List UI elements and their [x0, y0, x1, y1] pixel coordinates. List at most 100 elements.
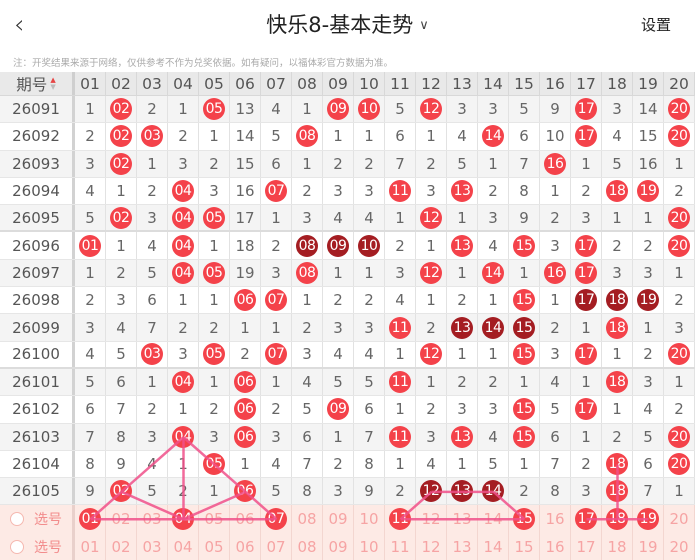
select-number[interactable]: 02	[111, 537, 131, 556]
select-number-cell[interactable]: 15	[509, 505, 540, 533]
select-row-label[interactable]: 选号	[0, 532, 75, 560]
select-number-cell[interactable]: 11	[385, 505, 416, 533]
settings-button[interactable]: 设置	[640, 16, 671, 34]
select-number-cell[interactable]: 15	[509, 532, 540, 560]
select-number-cell[interactable]: 02	[106, 532, 137, 560]
select-number[interactable]: 05	[204, 537, 224, 556]
radio-circle-icon[interactable]	[10, 512, 24, 527]
selected-number-ball[interactable]: 15	[513, 508, 535, 531]
select-number[interactable]: 14	[483, 537, 503, 556]
select-number-cell[interactable]: 01	[75, 532, 106, 560]
selected-number-ball[interactable]: 17	[575, 508, 597, 531]
selected-number-ball[interactable]: 19	[637, 508, 659, 531]
number-cell: 5	[106, 341, 137, 367]
select-number-cell[interactable]: 19	[633, 532, 664, 560]
select-number[interactable]: 03	[142, 510, 162, 529]
select-number-cell[interactable]: 17	[571, 532, 602, 560]
select-number[interactable]: 08	[297, 537, 317, 556]
select-number-cell[interactable]: 05	[199, 532, 230, 560]
select-number[interactable]: 18	[607, 537, 627, 556]
number-cell: 2	[633, 341, 664, 367]
select-number-cell[interactable]: 20	[664, 505, 695, 533]
selected-number-ball[interactable]: 11	[389, 508, 411, 531]
selected-number-ball[interactable]: 01	[79, 508, 101, 531]
select-number-cell[interactable]: 04	[168, 532, 199, 560]
miss-count: 1	[457, 263, 467, 282]
select-number-cell[interactable]: 10	[354, 505, 385, 533]
select-number[interactable]: 01	[80, 537, 100, 556]
select-number-cell[interactable]: 16	[540, 532, 571, 560]
select-number[interactable]: 07	[266, 537, 286, 556]
select-number-cell[interactable]: 19	[633, 505, 664, 533]
select-number-cell[interactable]: 14	[478, 532, 509, 560]
select-number-cell[interactable]: 03	[137, 505, 168, 533]
select-number[interactable]: 06	[235, 510, 255, 529]
select-number-cell[interactable]: 07	[261, 532, 292, 560]
number-cell: 1	[199, 287, 230, 314]
radio-circle-icon[interactable]	[10, 539, 24, 554]
chevron-down-icon[interactable]: ∨	[419, 18, 429, 33]
select-number-cell[interactable]: 08	[292, 505, 323, 533]
select-number-cell[interactable]: 14	[478, 505, 509, 533]
select-number[interactable]: 03	[142, 537, 162, 556]
select-number[interactable]: 19	[638, 537, 658, 556]
select-number[interactable]: 09	[328, 537, 348, 556]
select-number[interactable]: 12	[421, 510, 441, 529]
select-number[interactable]: 09	[328, 510, 348, 529]
select-number[interactable]: 11	[390, 537, 410, 556]
select-number-cell[interactable]: 18	[602, 532, 633, 560]
trend-table: 期号 ▲ ▼ 01 02 03 04 05 06 07 08 09 10 11 12 13 14 15 16 17 18…	[0, 72, 695, 560]
select-number[interactable]: 15	[514, 537, 534, 556]
select-number-cell[interactable]: 13	[447, 505, 478, 533]
select-number[interactable]: 04	[173, 537, 193, 556]
select-number[interactable]: 14	[483, 510, 503, 529]
select-number-cell[interactable]: 12	[416, 532, 447, 560]
number-cell: 09	[323, 96, 354, 123]
select-row-label[interactable]: 选号	[0, 505, 75, 533]
select-number-cell[interactable]: 03	[137, 532, 168, 560]
select-number[interactable]: 08	[297, 510, 317, 529]
miss-count: 7	[116, 400, 126, 419]
select-number-cell[interactable]: 02	[106, 505, 137, 533]
select-number-cell[interactable]: 13	[447, 532, 478, 560]
select-number-cell[interactable]: 17	[571, 505, 602, 533]
select-number-cell[interactable]: 09	[323, 532, 354, 560]
select-number[interactable]: 06	[235, 537, 255, 556]
selected-number-ball[interactable]: 07	[265, 508, 287, 531]
select-number[interactable]: 16	[545, 537, 565, 556]
select-number-cell[interactable]: 12	[416, 505, 447, 533]
number-cell: 1	[664, 259, 695, 287]
select-number-cell[interactable]: 04	[168, 505, 199, 533]
select-number[interactable]: 12	[421, 537, 441, 556]
chevron-left-icon[interactable]: ‹	[14, 10, 25, 40]
select-number[interactable]: 10	[359, 537, 379, 556]
select-number-cell[interactable]: 06	[230, 505, 261, 533]
select-number-cell[interactable]: 18	[602, 505, 633, 533]
page-title[interactable]: 快乐8-基本走势 ∨	[0, 11, 695, 40]
select-number-cell[interactable]: 16	[540, 505, 571, 533]
selected-number-ball[interactable]: 18	[606, 508, 628, 531]
selected-number-ball[interactable]: 04	[172, 508, 194, 531]
select-number-cell[interactable]: 07	[261, 505, 292, 533]
select-number[interactable]: 16	[545, 510, 565, 529]
select-number-cell[interactable]: 20	[664, 532, 695, 560]
period-header[interactable]: 期号 ▲ ▼	[0, 72, 75, 95]
select-number-cell[interactable]: 09	[323, 505, 354, 533]
number-cell: 17	[571, 259, 602, 287]
sort-up-down-icon[interactable]: ▲ ▼	[50, 75, 56, 91]
select-number[interactable]: 13	[452, 510, 472, 529]
select-number[interactable]: 05	[204, 510, 224, 529]
select-number[interactable]: 13	[452, 537, 472, 556]
select-number-cell[interactable]: 11	[385, 532, 416, 560]
select-number-cell[interactable]: 10	[354, 532, 385, 560]
select-number-cell[interactable]: 08	[292, 532, 323, 560]
select-number[interactable]: 17	[576, 537, 596, 556]
select-number-cell[interactable]: 05	[199, 505, 230, 533]
select-number[interactable]: 20	[669, 510, 689, 529]
select-number-cell[interactable]: 06	[230, 532, 261, 560]
select-number[interactable]: 20	[669, 537, 689, 556]
number-cell: 6	[385, 123, 416, 150]
select-number-cell[interactable]: 01	[75, 505, 106, 533]
select-number[interactable]: 10	[359, 510, 379, 529]
select-number[interactable]: 02	[111, 510, 131, 529]
